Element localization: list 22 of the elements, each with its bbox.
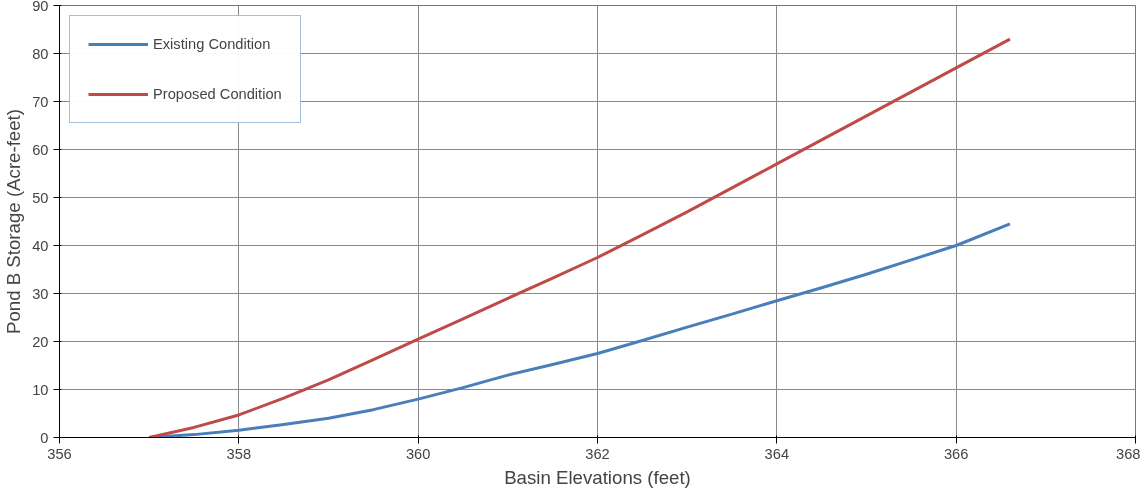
y-tick-label: 80 — [32, 45, 49, 62]
x-tick-label: 368 — [1116, 445, 1141, 462]
y-tick-label: 10 — [32, 381, 49, 398]
legend-label: Existing Condition — [153, 36, 271, 52]
y-tick-label: 70 — [32, 93, 49, 110]
y-tick-label: 40 — [32, 237, 49, 254]
y-tick-label: 0 — [40, 429, 49, 446]
y-tick-label: 90 — [32, 0, 49, 14]
line-series — [147, 37, 1012, 438]
x-tick-label: 358 — [226, 445, 252, 462]
x-tick-label: 356 — [47, 445, 72, 462]
x-axis-title: Basin Elevations (feet) — [504, 466, 691, 488]
legend-label: Proposed Condition — [153, 86, 282, 102]
y-tick-label: 30 — [32, 285, 49, 302]
x-tick-label: 360 — [405, 445, 431, 462]
x-tick-label: 364 — [764, 445, 790, 462]
x-tick-label: 366 — [943, 445, 969, 462]
y-tick-label: 60 — [32, 141, 49, 158]
x-tick-label: 362 — [585, 445, 610, 462]
y-tick-label: 50 — [32, 189, 49, 206]
y-axis-title: Pond B Storage (Acre-feet) — [3, 108, 25, 335]
y-tick-label: 20 — [32, 333, 49, 350]
